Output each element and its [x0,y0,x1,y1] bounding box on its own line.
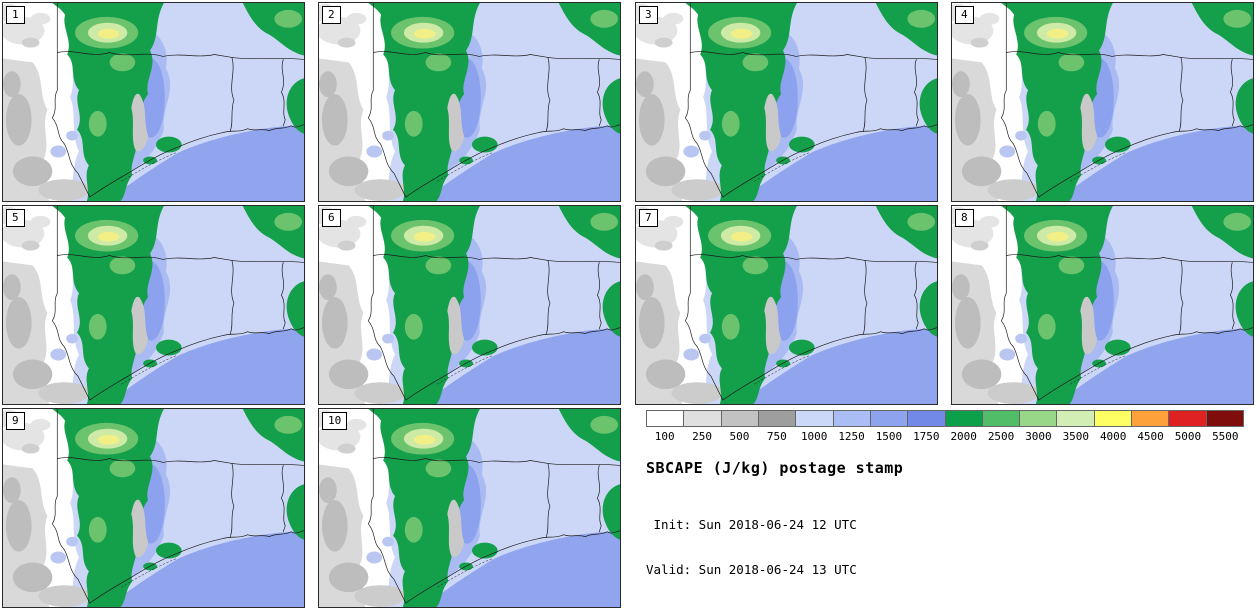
member-number-label: 7 [639,209,658,227]
colorbar-tick-label: 750 [766,430,787,443]
colorbar-tick-label: 1000 [800,430,828,443]
member-number-label: 4 [955,6,974,24]
colorbar-cell-100 [647,411,685,426]
member-number-label: 2 [322,6,341,24]
colorbar-cell-5500 [1206,411,1243,426]
member-number-label: 9 [6,412,25,430]
colorbar-tick-label: 1250 [838,430,865,443]
sbcape-map [636,3,937,201]
sbcape-map [3,206,304,404]
ensemble-member-panel-7: 7 [635,205,938,405]
ensemble-member-panel-9: 9 [2,408,305,608]
colorbar-cell-3000 [1020,411,1058,426]
member-number-label: 6 [322,209,341,227]
colorbar-tick-label: 5500 [1212,430,1239,443]
colorbar-tick-label: 4000 [1099,430,1127,443]
colorbar-tick-label: 250 [692,430,712,443]
ensemble-member-panel-3: 3 [635,2,938,202]
colorbar-cell-4500 [1132,411,1170,426]
colorbar-cell-1250 [833,411,871,426]
ensemble-member-panel-2: 2 [318,2,621,202]
sbcape-map [3,409,304,607]
colorbar-cell-1000 [796,411,834,426]
member-number-label: 8 [955,209,974,227]
sbcape-map [952,3,1253,201]
ensemble-member-panel-6: 6 [318,205,621,405]
colorbar-tick-label: 3000 [1025,430,1052,443]
valid-time-label: Valid: Sun 2018-06-24 13 UTC [646,562,857,577]
colorbar-tick-label: 500 [729,430,750,443]
colorbar-tick-label: 5000 [1174,430,1202,443]
legend-block: 100 250 500 750 1000 1250 1500 1750 2000 2500 3000… [646,410,1244,610]
colorbar-cell-1750 [908,411,946,426]
ensemble-member-panel-1: 1 [2,2,305,202]
colorbar-tick-label: 2000 [950,430,977,443]
plot-title: SBCAPE (J/kg) postage stamp [646,459,904,477]
colorbar-cell-3500 [1057,411,1095,426]
colorbar-cell-250 [684,411,722,426]
colorbar-cell-2000 [945,411,983,426]
colorbar-tick-label: 1500 [875,430,903,443]
colorbar-tick-label: 4500 [1137,430,1164,443]
colorbar-cell-2500 [982,411,1021,426]
colorbar [646,410,1244,427]
sbcape-map [319,3,620,201]
ensemble-member-panel-8: 8 [951,205,1254,405]
member-number-label: 1 [6,6,25,24]
member-number-label: 5 [6,209,25,227]
member-number-label: 10 [322,412,348,430]
sbcape-map [636,206,937,404]
colorbar-tick-label: 2500 [987,430,1015,443]
colorbar-cell-5000 [1169,411,1207,426]
ensemble-member-panel-5: 5 [2,205,305,405]
sbcape-map [319,206,620,404]
sbcape-map [952,206,1253,404]
ensemble-member-panel-4: 4 [951,2,1254,202]
sbcape-map [3,3,304,201]
member-number-label: 3 [639,6,658,24]
colorbar-tick-label: 3500 [1062,430,1090,443]
colorbar-tick-label: 100 [654,430,675,443]
colorbar-cell-4000 [1094,411,1133,426]
ensemble-member-panel-10: 10 [318,408,621,608]
sbcape-map [319,409,620,607]
colorbar-tick-label: 1750 [913,430,940,443]
colorbar-cell-750 [758,411,797,426]
colorbar-tick-labels: 100 250 500 750 1000 1250 1500 1750 2000 2500 3000… [646,430,1244,443]
colorbar-cell-1500 [870,411,909,426]
init-time-label: Init: Sun 2018-06-24 12 UTC [646,517,857,532]
colorbar-cell-500 [721,411,759,426]
